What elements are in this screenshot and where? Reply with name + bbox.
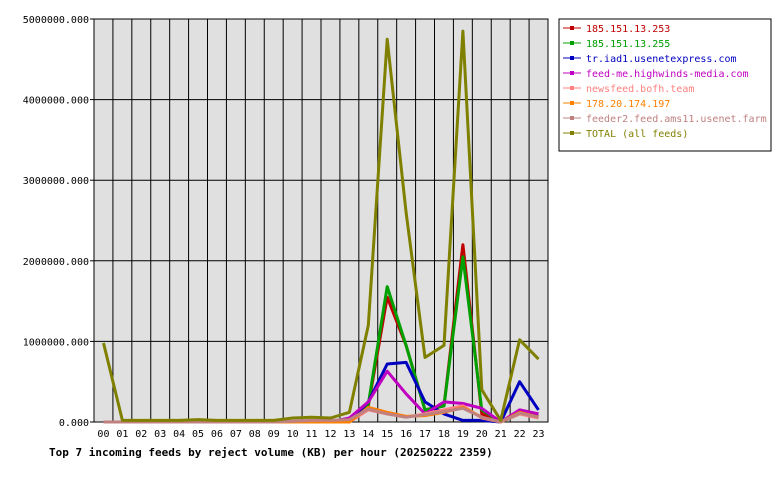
x-tick-label: 20 [476, 429, 488, 440]
x-tick-label: 19 [457, 429, 469, 440]
chart-title: Top 7 incoming feeds by reject volume (K… [49, 446, 493, 459]
legend-label: TOTAL (all feeds) [586, 129, 688, 140]
legend-label: 185.151.13.255 [586, 39, 670, 50]
x-tick-label: 03 [154, 429, 166, 440]
x-tick-label: 06 [211, 429, 223, 440]
legend-marker [570, 116, 574, 120]
x-tick-label: 08 [249, 429, 261, 440]
legend-label: tr.iad1.usenetexpress.com [586, 54, 737, 65]
legend-label: 178.20.174.197 [586, 99, 670, 110]
legend-marker [570, 56, 574, 60]
x-tick-label: 18 [438, 429, 450, 440]
y-tick-label: 0.000 [59, 418, 89, 429]
legend: 185.151.13.253 185.151.13.255 tr.iad1.usen… [558, 18, 772, 152]
x-tick-label: 02 [135, 429, 147, 440]
x-tick-label: 12 [324, 429, 336, 440]
x-tick-label: 13 [343, 429, 355, 440]
x-tick-label: 23 [533, 429, 545, 440]
x-tick-label: 00 [97, 429, 109, 440]
plot-area: 0.000 1000000.000 2000000.000 3000000.000 40… [23, 15, 549, 440]
x-tick-label: 15 [381, 429, 393, 440]
legend-label: feeder2.feed.ams11.usenet.farm [586, 114, 767, 125]
legend-label: newsfeed.bofh.team [586, 84, 694, 95]
x-tick-label: 01 [116, 429, 128, 440]
legend-marker [570, 86, 574, 90]
legend-box [558, 18, 772, 152]
y-tick-label: 1000000.000 [23, 337, 89, 348]
x-tick-label: 11 [306, 429, 318, 440]
x-tick-label: 16 [400, 429, 412, 440]
series-lines [102, 29, 540, 424]
x-tick-label: 04 [173, 429, 185, 440]
y-axis-tick-labels: 0.000 1000000.000 2000000.000 3000000.000 40… [23, 15, 94, 429]
legend-marker [570, 71, 574, 75]
y-tick-label: 3000000.000 [23, 176, 89, 187]
x-tick-label: 10 [287, 429, 299, 440]
x-axis-tick-labels: 00 01 02 03 04 05 06 07 08 09 10 11 12 13 14 15 16 17 18 19… [97, 429, 544, 440]
series-line-7 [103, 406, 539, 424]
legend-marker [570, 41, 574, 45]
x-tick-label: 07 [230, 429, 242, 440]
series-line-8 [102, 29, 540, 422]
x-tick-label: 17 [419, 429, 431, 440]
x-tick-label: 22 [514, 429, 526, 440]
legend-label: 185.151.13.253 [586, 24, 670, 35]
legend-label: feed-me.highwinds-media.com [586, 69, 749, 80]
y-tick-label: 2000000.000 [23, 257, 89, 268]
legend-marker [570, 26, 574, 30]
legend-marker [570, 101, 574, 105]
x-tick-label: 21 [495, 429, 507, 440]
legend-marker [570, 131, 574, 135]
x-tick-label: 14 [362, 429, 374, 440]
x-tick-label: 09 [268, 429, 280, 440]
y-tick-label: 5000000.000 [23, 15, 89, 26]
x-tick-label: 05 [192, 429, 204, 440]
y-tick-label: 4000000.000 [23, 96, 89, 107]
